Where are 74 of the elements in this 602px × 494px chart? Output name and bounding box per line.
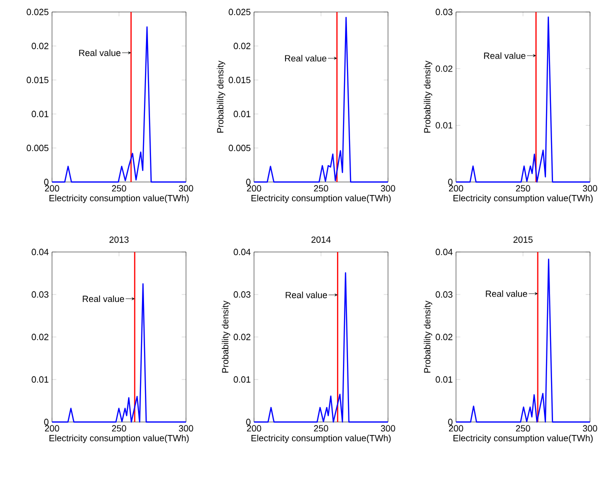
- x-tick-label: 300: [380, 185, 396, 192]
- x-tick-label: 300: [582, 185, 598, 192]
- y-tick-label: 0.04: [32, 248, 49, 256]
- x-tick-label: 250: [314, 425, 328, 432]
- y-axis-title: Probability density: [216, 60, 226, 133]
- y-tick-label: 0.01: [32, 376, 48, 383]
- y-tick-label: 0.025: [228, 8, 250, 16]
- annotation: Real value: [286, 292, 328, 298]
- x-tick-label: 300: [380, 425, 396, 432]
- y-axis-title: Probability density: [424, 60, 432, 133]
- y-tick-label: 0.02: [234, 334, 250, 340]
- y-tick-label: 0.01: [234, 110, 250, 118]
- x-axis-title: Electricity consumption value(TWh): [453, 434, 593, 444]
- y-tick-label: 0.02: [436, 65, 452, 72]
- x-tick-label: 250: [516, 425, 530, 432]
- x-tick-label: 200: [246, 425, 262, 432]
- y-tick-label: 0.03: [234, 291, 250, 298]
- line-series: [455, 258, 591, 423]
- x-axis-title: Electricity consumption value(TWh): [49, 434, 189, 444]
- x-tick-label: 300: [582, 425, 598, 432]
- y-tick-label: 0: [246, 418, 250, 426]
- annotation: Real value: [285, 54, 326, 62]
- x-tick-label: 250: [314, 185, 328, 192]
- chart-title: 2014: [311, 236, 331, 243]
- x-tick-label: 200: [44, 425, 60, 432]
- y-tick-label: 0.015: [228, 76, 250, 84]
- x-tick-label: 300: [178, 425, 194, 432]
- y-tick-label: 0.01: [436, 122, 452, 128]
- annotation: Real value: [486, 290, 528, 297]
- y-tick-label: 0.01: [32, 110, 48, 118]
- line-series: [51, 26, 187, 183]
- x-tick-label: 200: [246, 185, 262, 192]
- y-tick-label: 0.005: [228, 144, 250, 152]
- y-tick-label: 0.025: [26, 8, 48, 16]
- annotation: Real value: [79, 49, 120, 56]
- y-tick-label: 0: [448, 418, 452, 426]
- y-tick-label: 0.01: [234, 376, 250, 383]
- y-tick-label: 0.02: [436, 334, 452, 340]
- x-axis-title: Electricity consumption value(TWh): [251, 434, 391, 444]
- chart-title: 2013: [109, 236, 129, 243]
- y-axis-title: Probability density: [222, 300, 230, 373]
- line-series: [455, 16, 591, 183]
- annotation: Real value: [82, 295, 124, 302]
- y-tick-label: 0.02: [32, 334, 48, 340]
- y-tick-label: 0.02: [32, 42, 48, 50]
- line-series: [51, 283, 187, 423]
- y-tick-label: 0.04: [436, 248, 453, 256]
- x-tick-label: 250: [112, 425, 126, 432]
- x-axis-title: Electricity consumption value(TWh): [251, 194, 391, 204]
- x-tick-label: 250: [516, 185, 530, 192]
- x-tick-label: 200: [448, 425, 464, 432]
- line-series: [253, 16, 389, 183]
- y-axis-title: Probability density: [424, 300, 432, 373]
- y-tick-label: 0: [44, 178, 48, 186]
- y-tick-label: 0: [44, 418, 48, 426]
- y-tick-label: 0: [246, 178, 250, 186]
- x-tick-label: 200: [448, 185, 464, 192]
- chart-title: 2015: [513, 236, 533, 243]
- y-tick-label: 0.04: [234, 248, 251, 256]
- y-tick-label: 0.03: [436, 8, 452, 16]
- x-axis-title: Electricity consumption value(TWh): [453, 194, 593, 204]
- line-series: [253, 272, 389, 423]
- y-tick-label: 0.02: [234, 42, 250, 50]
- y-tick-label: 0: [448, 178, 452, 186]
- y-tick-label: 0.005: [26, 144, 48, 152]
- y-tick-label: 0.01: [436, 376, 452, 383]
- y-tick-label: 0.03: [436, 291, 452, 298]
- x-tick-label: 300: [178, 185, 194, 192]
- y-tick-label: 0.015: [26, 76, 48, 84]
- x-axis-title: Electricity consumption value(TWh): [49, 194, 189, 204]
- x-tick-label: 250: [112, 185, 126, 192]
- y-tick-label: 0.03: [32, 291, 48, 298]
- annotation: Real value: [484, 52, 526, 59]
- x-tick-label: 200: [44, 185, 60, 192]
